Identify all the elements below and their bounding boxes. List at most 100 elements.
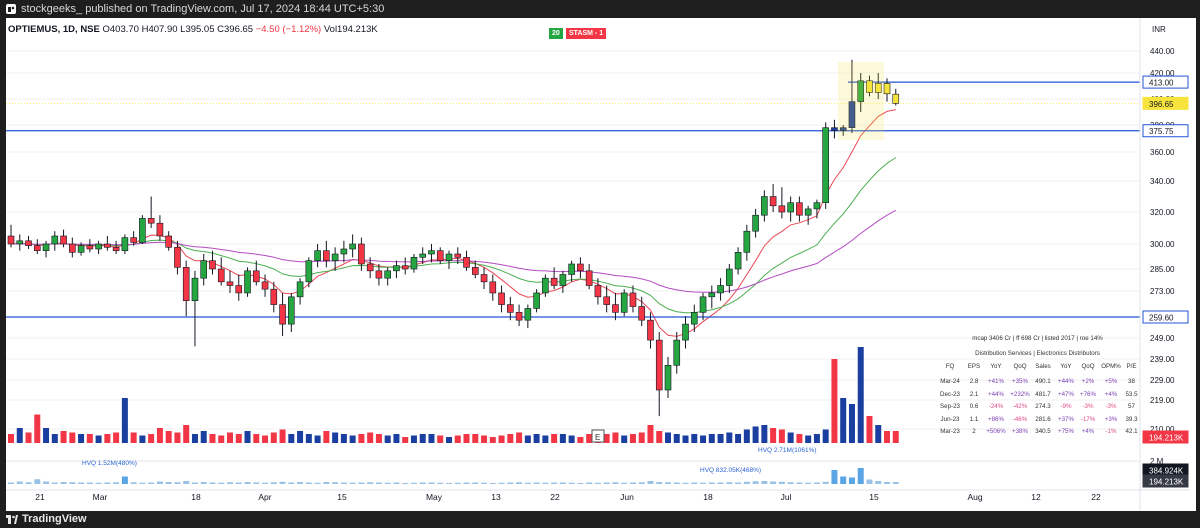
- volume-bar: [200, 431, 207, 443]
- hvq-bar: [200, 482, 207, 484]
- fundamentals-cell: +232%: [1010, 390, 1030, 398]
- candle-body: [594, 285, 602, 298]
- candle-body: [314, 250, 321, 261]
- candle-body: [410, 257, 418, 270]
- fundamentals-cell: +506%: [986, 428, 1006, 435]
- hvq-bar: [130, 482, 137, 484]
- volume-bar: [34, 414, 41, 443]
- volume-bar: [621, 435, 628, 443]
- candle-body: [401, 265, 409, 270]
- volume-bar: [796, 434, 803, 443]
- candle-body: [69, 243, 76, 253]
- hvq-bar: [621, 482, 628, 484]
- volume-bar: [367, 432, 374, 443]
- volume-bar: [735, 434, 742, 443]
- price-label-box: [1142, 430, 1189, 444]
- fundamentals-sector: Distribution Services | Electronics Dist…: [975, 350, 1100, 357]
- hvq-bar: [481, 482, 488, 484]
- volume-bar: [481, 435, 488, 443]
- fundamentals-cell: QoQ: [1081, 363, 1095, 370]
- volume-bar: [586, 434, 593, 443]
- tradingview-logo-icon: [6, 515, 18, 524]
- candle-body: [743, 230, 751, 253]
- hvq-bar: [559, 482, 566, 484]
- hvq-bar: [183, 481, 190, 484]
- candle-body: [209, 260, 216, 270]
- price-tick-label: 249.00: [1150, 334, 1175, 343]
- candle-body: [112, 247, 120, 251]
- event-marker-text: E: [595, 433, 600, 442]
- fundamentals-row: Dec-23 2.1 +44% +232% 481.7 +47% +76% +4% 53.5: [935, 391, 1140, 403]
- volume-bar: [831, 359, 838, 443]
- hvq-bar: [410, 482, 417, 484]
- price-label-volume-dark2: 194.213K: [1142, 474, 1189, 488]
- candle-body: [393, 265, 400, 272]
- fundamentals-cell: -42%: [1012, 403, 1028, 410]
- candle-body: [813, 202, 821, 210]
- hvq-bar: [191, 482, 198, 484]
- volume-bar: [463, 434, 470, 443]
- candle-body: [191, 277, 199, 302]
- volume-bar: [848, 404, 855, 443]
- candle-body: [524, 308, 532, 321]
- candle-body: [279, 304, 286, 325]
- candle-body: [498, 292, 505, 305]
- indicator-badge-20[interactable]: 20: [549, 28, 563, 39]
- volume-bar: [340, 434, 347, 443]
- candle-body: [822, 127, 829, 203]
- volume-bar: [428, 434, 435, 443]
- price-tick-label: 440.00: [1150, 47, 1175, 56]
- volume-bar: [498, 435, 505, 443]
- volume-bar: [647, 425, 654, 443]
- volume-bar: [113, 432, 120, 443]
- indicator-badge-stasm[interactable]: STASM - 1: [566, 28, 607, 39]
- hvq-label-2: HVQ 832.05K(468%): [700, 467, 761, 474]
- time-label: 15: [337, 492, 347, 502]
- price-label-volume: 194.213K: [1142, 430, 1189, 444]
- hvq-bar: [16, 481, 23, 484]
- candle-body: [95, 243, 102, 250]
- candle-body: [244, 270, 251, 294]
- fundamentals-cell: +5%: [1104, 378, 1118, 385]
- candle-body: [77, 245, 85, 253]
- candle-body: [489, 281, 497, 294]
- candle-body: [542, 277, 549, 294]
- hvq-bar: [848, 477, 855, 484]
- candle-body: [358, 243, 365, 265]
- hvq-bar: [612, 482, 619, 484]
- volume-bar: [673, 434, 680, 443]
- price-label-text: 194.213K: [1149, 478, 1184, 487]
- time-label: Jul: [781, 492, 792, 502]
- volume-bar: [95, 435, 102, 443]
- candle-body: [507, 304, 514, 313]
- fundamentals-cell: YoY: [1060, 363, 1072, 370]
- volume-bar: [472, 434, 479, 443]
- candle-body: [655, 339, 663, 391]
- hvq-bar: [349, 482, 356, 484]
- fundamentals-cell: 38: [1128, 378, 1135, 385]
- fundamentals-cell: 39.3: [1125, 415, 1138, 423]
- hvq-bar: [524, 482, 531, 484]
- price-tick-label: 239.00: [1150, 355, 1175, 364]
- candle-body: [533, 292, 540, 309]
- candle-body: [270, 288, 278, 305]
- volume-bar: [542, 435, 549, 443]
- fundamentals-row: Mar-24 2.8 +41% +35% 490.1 +44% +2% +5% 38: [935, 378, 1140, 390]
- hvq-bar: [95, 482, 102, 484]
- volume-bar: [875, 425, 882, 443]
- volume-bar: [822, 429, 829, 443]
- candle-body: [454, 253, 462, 258]
- fundamentals-cell: -1%: [1105, 428, 1117, 435]
- candle-body: [726, 268, 733, 286]
- hvq-bar: [60, 482, 67, 484]
- fundamentals-cell: 42.1: [1125, 428, 1138, 435]
- volume-bar: [78, 434, 85, 443]
- volume-bar: [183, 425, 190, 443]
- candle-body: [366, 263, 374, 272]
- tradingview-mini-icon: [6, 4, 16, 14]
- volume-bar: [349, 435, 356, 443]
- candle-body: [769, 196, 777, 207]
- low-value: L395.05: [180, 24, 215, 35]
- volume-bar: [516, 432, 523, 443]
